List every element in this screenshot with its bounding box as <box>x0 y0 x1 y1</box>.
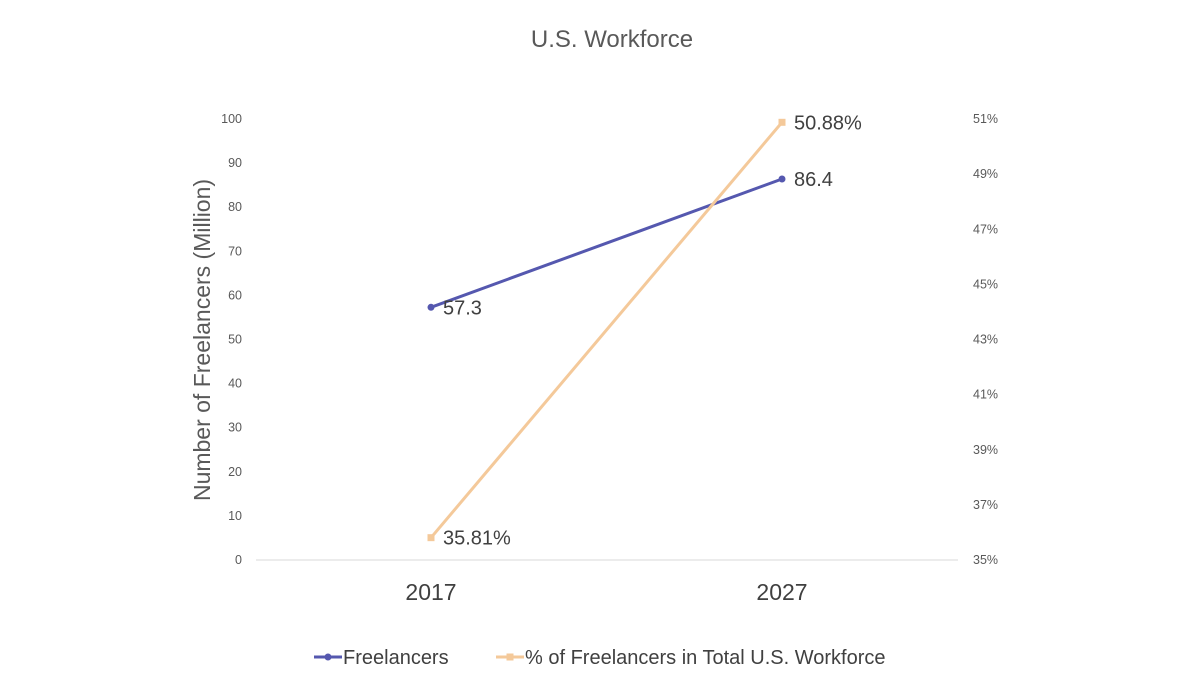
data-point <box>427 303 435 311</box>
data-label: 35.81% <box>443 528 511 550</box>
data-label: 57.3 <box>443 297 482 319</box>
data-point <box>778 118 786 126</box>
right-tick-label: 35% <box>973 553 998 567</box>
category-label: 2027 <box>756 579 807 605</box>
legend-item: % of Freelancers in Total U.S. Workforce <box>496 647 886 669</box>
right-tick-label: 37% <box>973 498 998 512</box>
legend-item: Freelancers <box>314 647 449 669</box>
left-tick-label: 10 <box>228 509 242 523</box>
left-tick-label: 70 <box>228 244 242 258</box>
left-tick-label: 40 <box>228 377 242 391</box>
data-label: 86.4 <box>794 169 833 191</box>
left-tick-label: 50 <box>228 333 242 347</box>
right-axis-ticks: 35% 37% 39% 41% 43% 45% 47% 49% 51% <box>973 112 998 567</box>
legend-label: % of Freelancers in Total U.S. Workforce <box>525 647 886 669</box>
left-tick-label: 80 <box>228 200 242 214</box>
right-tick-label: 47% <box>973 222 998 236</box>
left-tick-label: 100 <box>221 112 242 126</box>
right-tick-label: 41% <box>973 388 998 402</box>
legend-label: Freelancers <box>343 647 449 669</box>
right-tick-label: 43% <box>973 333 998 347</box>
series-1: 35.81% 50.88% <box>427 112 862 550</box>
right-tick-label: 51% <box>973 112 998 126</box>
data-point <box>778 175 786 183</box>
chart-title: U.S. Workforce <box>531 26 693 53</box>
category-label: 2017 <box>405 579 456 605</box>
left-tick-label: 20 <box>228 465 242 479</box>
series-0: 57.3 86.4 <box>427 169 833 319</box>
data-point <box>427 534 435 542</box>
legend-marker <box>324 653 332 661</box>
legend: Freelancers % of Freelancers in Total U.S… <box>314 647 886 669</box>
series-line <box>430 177 783 309</box>
right-tick-label: 45% <box>973 277 998 291</box>
data-label: 50.88% <box>794 112 862 134</box>
legend-marker <box>506 653 514 661</box>
left-tick-label: 0 <box>235 553 242 567</box>
left-tick-label: 30 <box>228 421 242 435</box>
right-tick-label: 49% <box>973 167 998 181</box>
left-axis-ticks: 0 10 20 30 40 50 60 70 80 90 100 <box>221 112 242 567</box>
left-tick-label: 60 <box>228 288 242 302</box>
left-tick-label: 90 <box>228 156 242 170</box>
series-layer: 57.3 86.4 35.81% 50.88% <box>427 112 862 550</box>
y-axis-label: Number of Freelancers (Million) <box>189 179 215 501</box>
right-tick-label: 39% <box>973 443 998 457</box>
series-line <box>429 121 784 539</box>
category-labels: 2017 2027 <box>405 579 807 605</box>
